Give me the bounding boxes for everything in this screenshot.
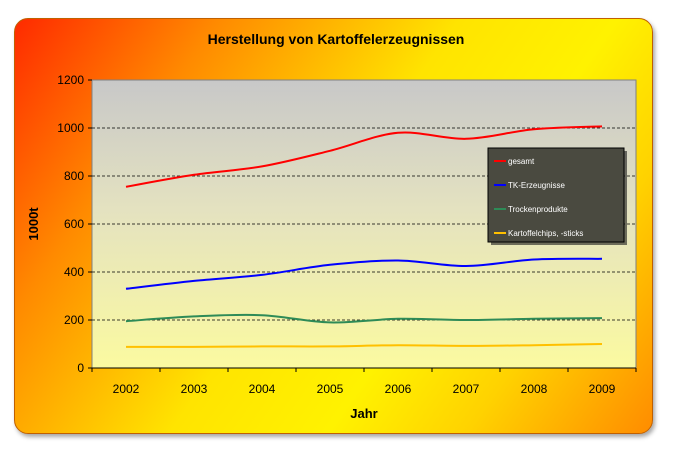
x-tick-label: 2009 [589,382,616,396]
y-tick-label: 800 [64,169,84,183]
y-tick-label: 1200 [57,73,84,87]
x-tick-label: 2004 [249,382,276,396]
x-tick-label: 2007 [453,382,480,396]
y-tick-label: 0 [77,361,84,375]
legend-entry: TK-Erzeugnisse [508,181,565,190]
x-tick-label: 2002 [113,382,140,396]
legend-box [487,147,625,243]
chart-title: Herstellung von Kartoffelerzeugnissen [208,31,465,47]
legend-entry: Kartoffelchips, -sticks [508,229,583,238]
y-tick-label: 400 [64,265,84,279]
series-line-tk-erzeugnisse [125,257,603,290]
y-axis-label: 1000t [26,207,41,241]
legend-entry: gesamt [508,157,535,166]
legend-entry: Trockenprodukte [508,205,568,214]
series-line-trockenprodukte [125,313,603,324]
y-tick-label: 200 [64,313,84,327]
legend: gesamt TK-Erzeugnisse Trockenprodukte Karto… [487,147,627,245]
x-tick-label: 2005 [317,382,344,396]
x-axis-label: Jahr [350,406,377,421]
y-tick-label: 1000 [57,121,84,135]
series-line-gesamt [125,125,603,188]
x-tick-label: 2006 [385,382,412,396]
x-tick-label: 2003 [181,382,208,396]
x-tick-label: 2008 [521,382,548,396]
series-line-kartoffelchips-sticks [125,343,603,348]
y-tick-label: 600 [64,217,84,231]
